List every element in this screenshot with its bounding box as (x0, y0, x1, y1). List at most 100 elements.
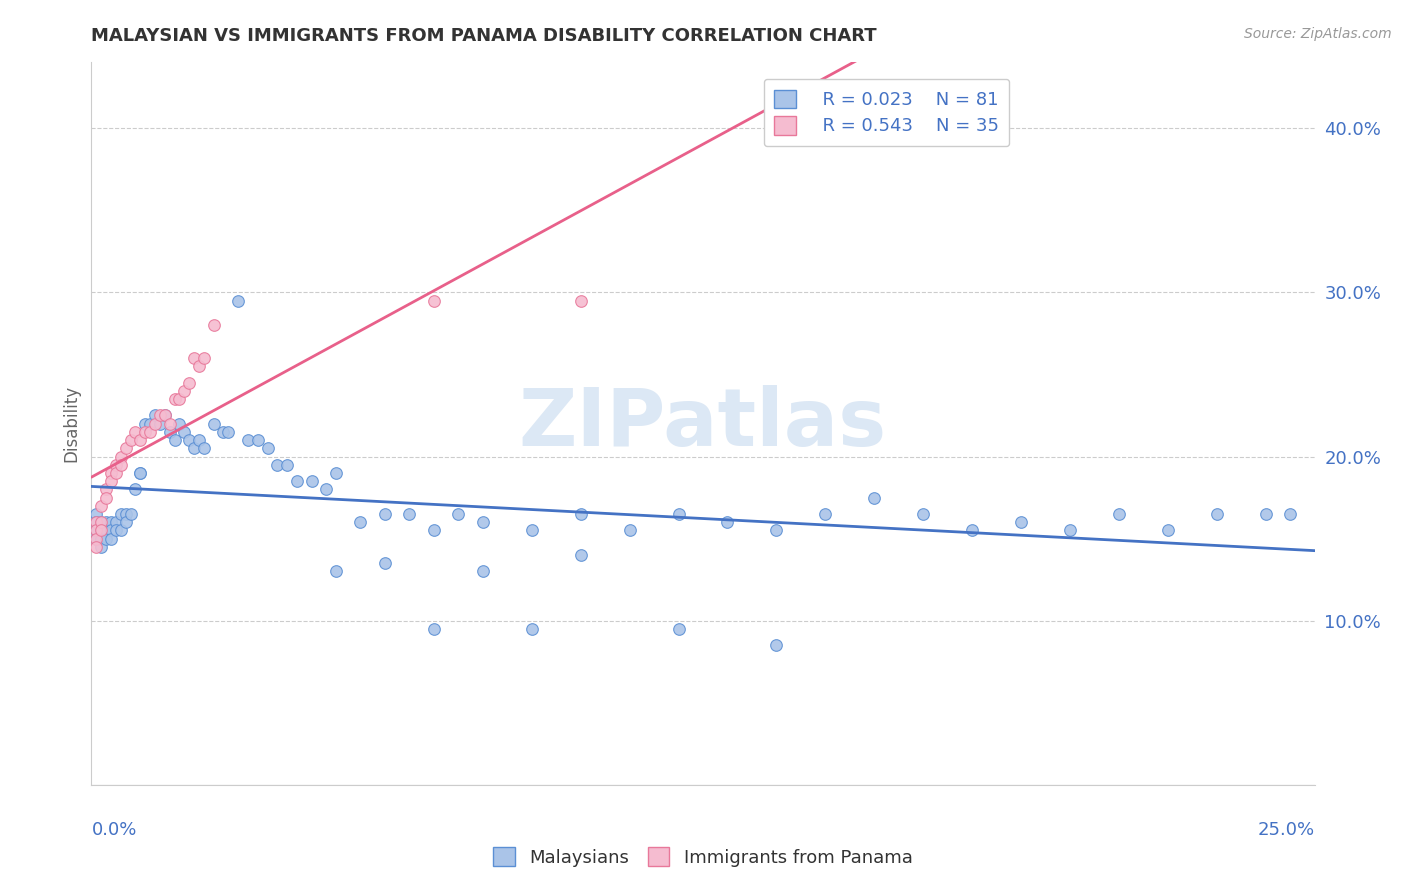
Point (104, 515, 127, 529)
Point (129, 466, 152, 480)
Point (94, 515, 117, 529)
Point (100, 532, 122, 546)
Point (765, 524, 787, 538)
Point (193, 442, 215, 456)
Point (104, 524, 127, 538)
Point (569, 293, 592, 308)
Point (668, 622, 690, 636)
Point (202, 417, 225, 431)
Point (1254, 507, 1277, 521)
Point (668, 507, 690, 521)
Point (256, 442, 278, 456)
Text: 25.0%: 25.0% (1257, 821, 1315, 838)
Point (94, 532, 117, 546)
Point (374, 507, 396, 521)
Point (912, 507, 935, 521)
Point (349, 515, 371, 529)
Point (114, 442, 136, 456)
Point (90, 524, 112, 538)
Point (471, 565, 494, 579)
Point (569, 548, 592, 562)
Point (1010, 515, 1032, 529)
Point (159, 425, 181, 439)
Point (90, 515, 112, 529)
Point (100, 466, 122, 480)
Point (202, 318, 225, 333)
Point (84, 515, 107, 529)
Text: Source: ZipAtlas.com: Source: ZipAtlas.com (1244, 27, 1392, 41)
Point (212, 425, 235, 439)
Point (163, 392, 186, 406)
Text: MALAYSIAN VS IMMIGRANTS FROM PANAMA DISABILITY CORRELATION CHART: MALAYSIAN VS IMMIGRANTS FROM PANAMA DISA… (91, 27, 877, 45)
Point (84, 507, 107, 521)
Point (94, 483, 117, 497)
Point (619, 524, 641, 538)
Point (84, 524, 107, 538)
Point (236, 433, 259, 447)
Point (765, 639, 787, 653)
Point (1279, 507, 1302, 521)
Point (188, 433, 211, 447)
Point (520, 524, 543, 538)
Point (325, 565, 347, 579)
Point (104, 466, 127, 480)
Point (217, 425, 239, 439)
Point (447, 507, 470, 521)
Point (129, 466, 152, 480)
Point (84, 515, 107, 529)
Point (90, 540, 112, 554)
Point (143, 417, 166, 431)
Point (84, 532, 107, 546)
Point (960, 524, 983, 538)
Point (100, 515, 122, 529)
Point (104, 458, 127, 472)
Point (183, 351, 205, 365)
Point (179, 376, 201, 390)
Point (143, 409, 166, 423)
Point (188, 359, 211, 374)
Point (129, 433, 152, 447)
Point (159, 417, 181, 431)
Point (90, 515, 112, 529)
Point (173, 384, 195, 398)
Point (90, 499, 112, 513)
Point (149, 417, 172, 431)
Point (124, 483, 146, 497)
Point (173, 425, 195, 439)
Point (139, 425, 162, 439)
Point (84, 524, 107, 538)
Point (325, 466, 347, 480)
Point (569, 507, 592, 521)
Point (193, 351, 215, 365)
Point (423, 524, 446, 538)
Legend:   R = 0.023    N = 81,   R = 0.543    N = 35: R = 0.023 N = 81, R = 0.543 N = 35 (763, 78, 1010, 146)
Text: 0.0%: 0.0% (91, 821, 136, 838)
Point (1059, 524, 1081, 538)
Point (124, 425, 146, 439)
Point (114, 515, 136, 529)
Point (423, 622, 446, 636)
Point (94, 491, 117, 505)
Point (134, 425, 156, 439)
Point (315, 483, 337, 497)
Point (84, 540, 107, 554)
Point (863, 491, 886, 505)
Point (1157, 524, 1180, 538)
Point (153, 409, 176, 423)
Point (153, 409, 176, 423)
Point (163, 433, 186, 447)
Point (120, 433, 142, 447)
Point (1108, 507, 1130, 521)
Point (120, 507, 142, 521)
Point (110, 507, 132, 521)
Point (134, 417, 156, 431)
Point (266, 458, 288, 472)
Point (520, 622, 543, 636)
Point (139, 417, 162, 431)
Legend: Malaysians, Immigrants from Panama: Malaysians, Immigrants from Panama (486, 840, 920, 874)
Point (285, 474, 308, 488)
Point (90, 524, 112, 538)
Point (276, 458, 298, 472)
Point (471, 515, 494, 529)
Point (246, 433, 269, 447)
